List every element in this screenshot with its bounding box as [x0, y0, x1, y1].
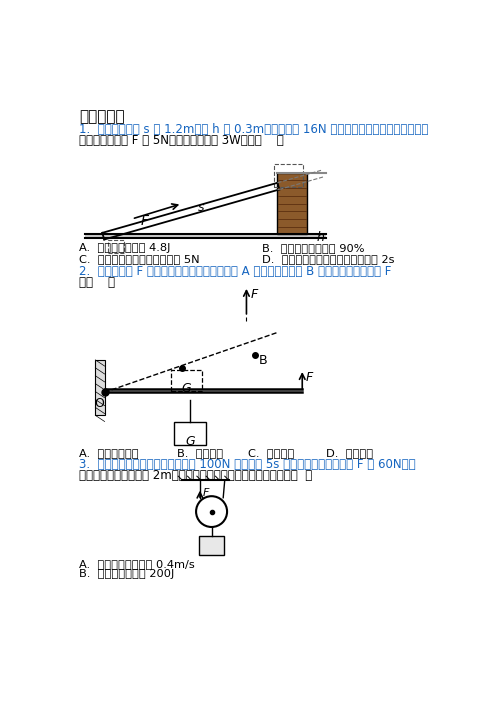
Text: C.  始终变小: C. 始终变小	[248, 448, 294, 458]
Text: C.  斜面上物体受到的摩擦力为 5N: C. 斜面上物体受到的摩擦力为 5N	[79, 253, 200, 264]
Text: F: F	[250, 288, 257, 300]
Text: 到顶端。若拉力 F 为 5N，拉力的功率为 3W，则（    ）: 到顶端。若拉力 F 为 5N，拉力的功率为 3W，则（ ）	[79, 133, 284, 147]
Bar	[274, 164, 303, 187]
Text: A.  先变大后变小: A. 先变大后变小	[79, 448, 139, 458]
Bar	[277, 173, 307, 234]
Text: G: G	[181, 382, 191, 395]
Text: h: h	[317, 230, 325, 244]
Text: G: G	[185, 435, 195, 448]
Text: 3.  如图所示，利用动滑轮将重力为 100N 的物体在 5s 内匀速竖直提升，拉力 F 为 60N，绳: 3. 如图所示，利用动滑轮将重力为 100N 的物体在 5s 内匀速竖直提升，拉…	[79, 458, 416, 472]
Bar	[199, 536, 224, 555]
Text: F: F	[306, 371, 313, 385]
Text: 一、选择题: 一、选择题	[79, 109, 124, 124]
Text: A.  拉力做的总功为 4.8J: A. 拉力做的总功为 4.8J	[79, 243, 171, 253]
Bar	[171, 370, 201, 392]
Text: 2.  如图，保持 F 的方向竖直向上不变，将杆由 A 位置匀速转动到 B 位置，在这个过程中 F: 2. 如图，保持 F 的方向竖直向上不变，将杆由 A 位置匀速转动到 B 位置，…	[79, 265, 391, 278]
Text: 子自由端移动的距离为 2m，不计绳重及摩擦，下列说法正确的是（  ）: 子自由端移动的距离为 2m，不计绳重及摩擦，下列说法正确的是（ ）	[79, 469, 312, 482]
Text: F: F	[141, 213, 149, 227]
Bar	[95, 360, 105, 416]
Text: B.  始终变大: B. 始终变大	[177, 448, 223, 458]
Text: D.  始终不变: D. 始终不变	[325, 448, 372, 458]
Text: F: F	[202, 489, 209, 498]
Text: B.  斜面的机械效率为 90%: B. 斜面的机械效率为 90%	[262, 243, 365, 253]
Text: A.  物体移动的速度为 0.4m/s: A. 物体移动的速度为 0.4m/s	[79, 559, 195, 569]
Bar	[108, 239, 124, 253]
Text: 将（    ）: 将（ ）	[79, 276, 115, 289]
Text: B.  所做的有用功为 200J: B. 所做的有用功为 200J	[79, 569, 175, 579]
Text: s: s	[197, 201, 204, 213]
Text: B: B	[259, 354, 267, 366]
Bar	[174, 421, 206, 444]
Text: O: O	[94, 397, 104, 410]
Bar	[85, 234, 325, 238]
Text: 1.  如图，斜面长 s 为 1.2m，高 h 为 0.3m，现将重为 16N 的物体沿斜面向上从底端匀速拉: 1. 如图，斜面长 s 为 1.2m，高 h 为 0.3m，现将重为 16N 的…	[79, 123, 429, 135]
Text: D.  物体由斜面底端运动到顶端用时 2s: D. 物体由斜面底端运动到顶端用时 2s	[262, 253, 394, 264]
